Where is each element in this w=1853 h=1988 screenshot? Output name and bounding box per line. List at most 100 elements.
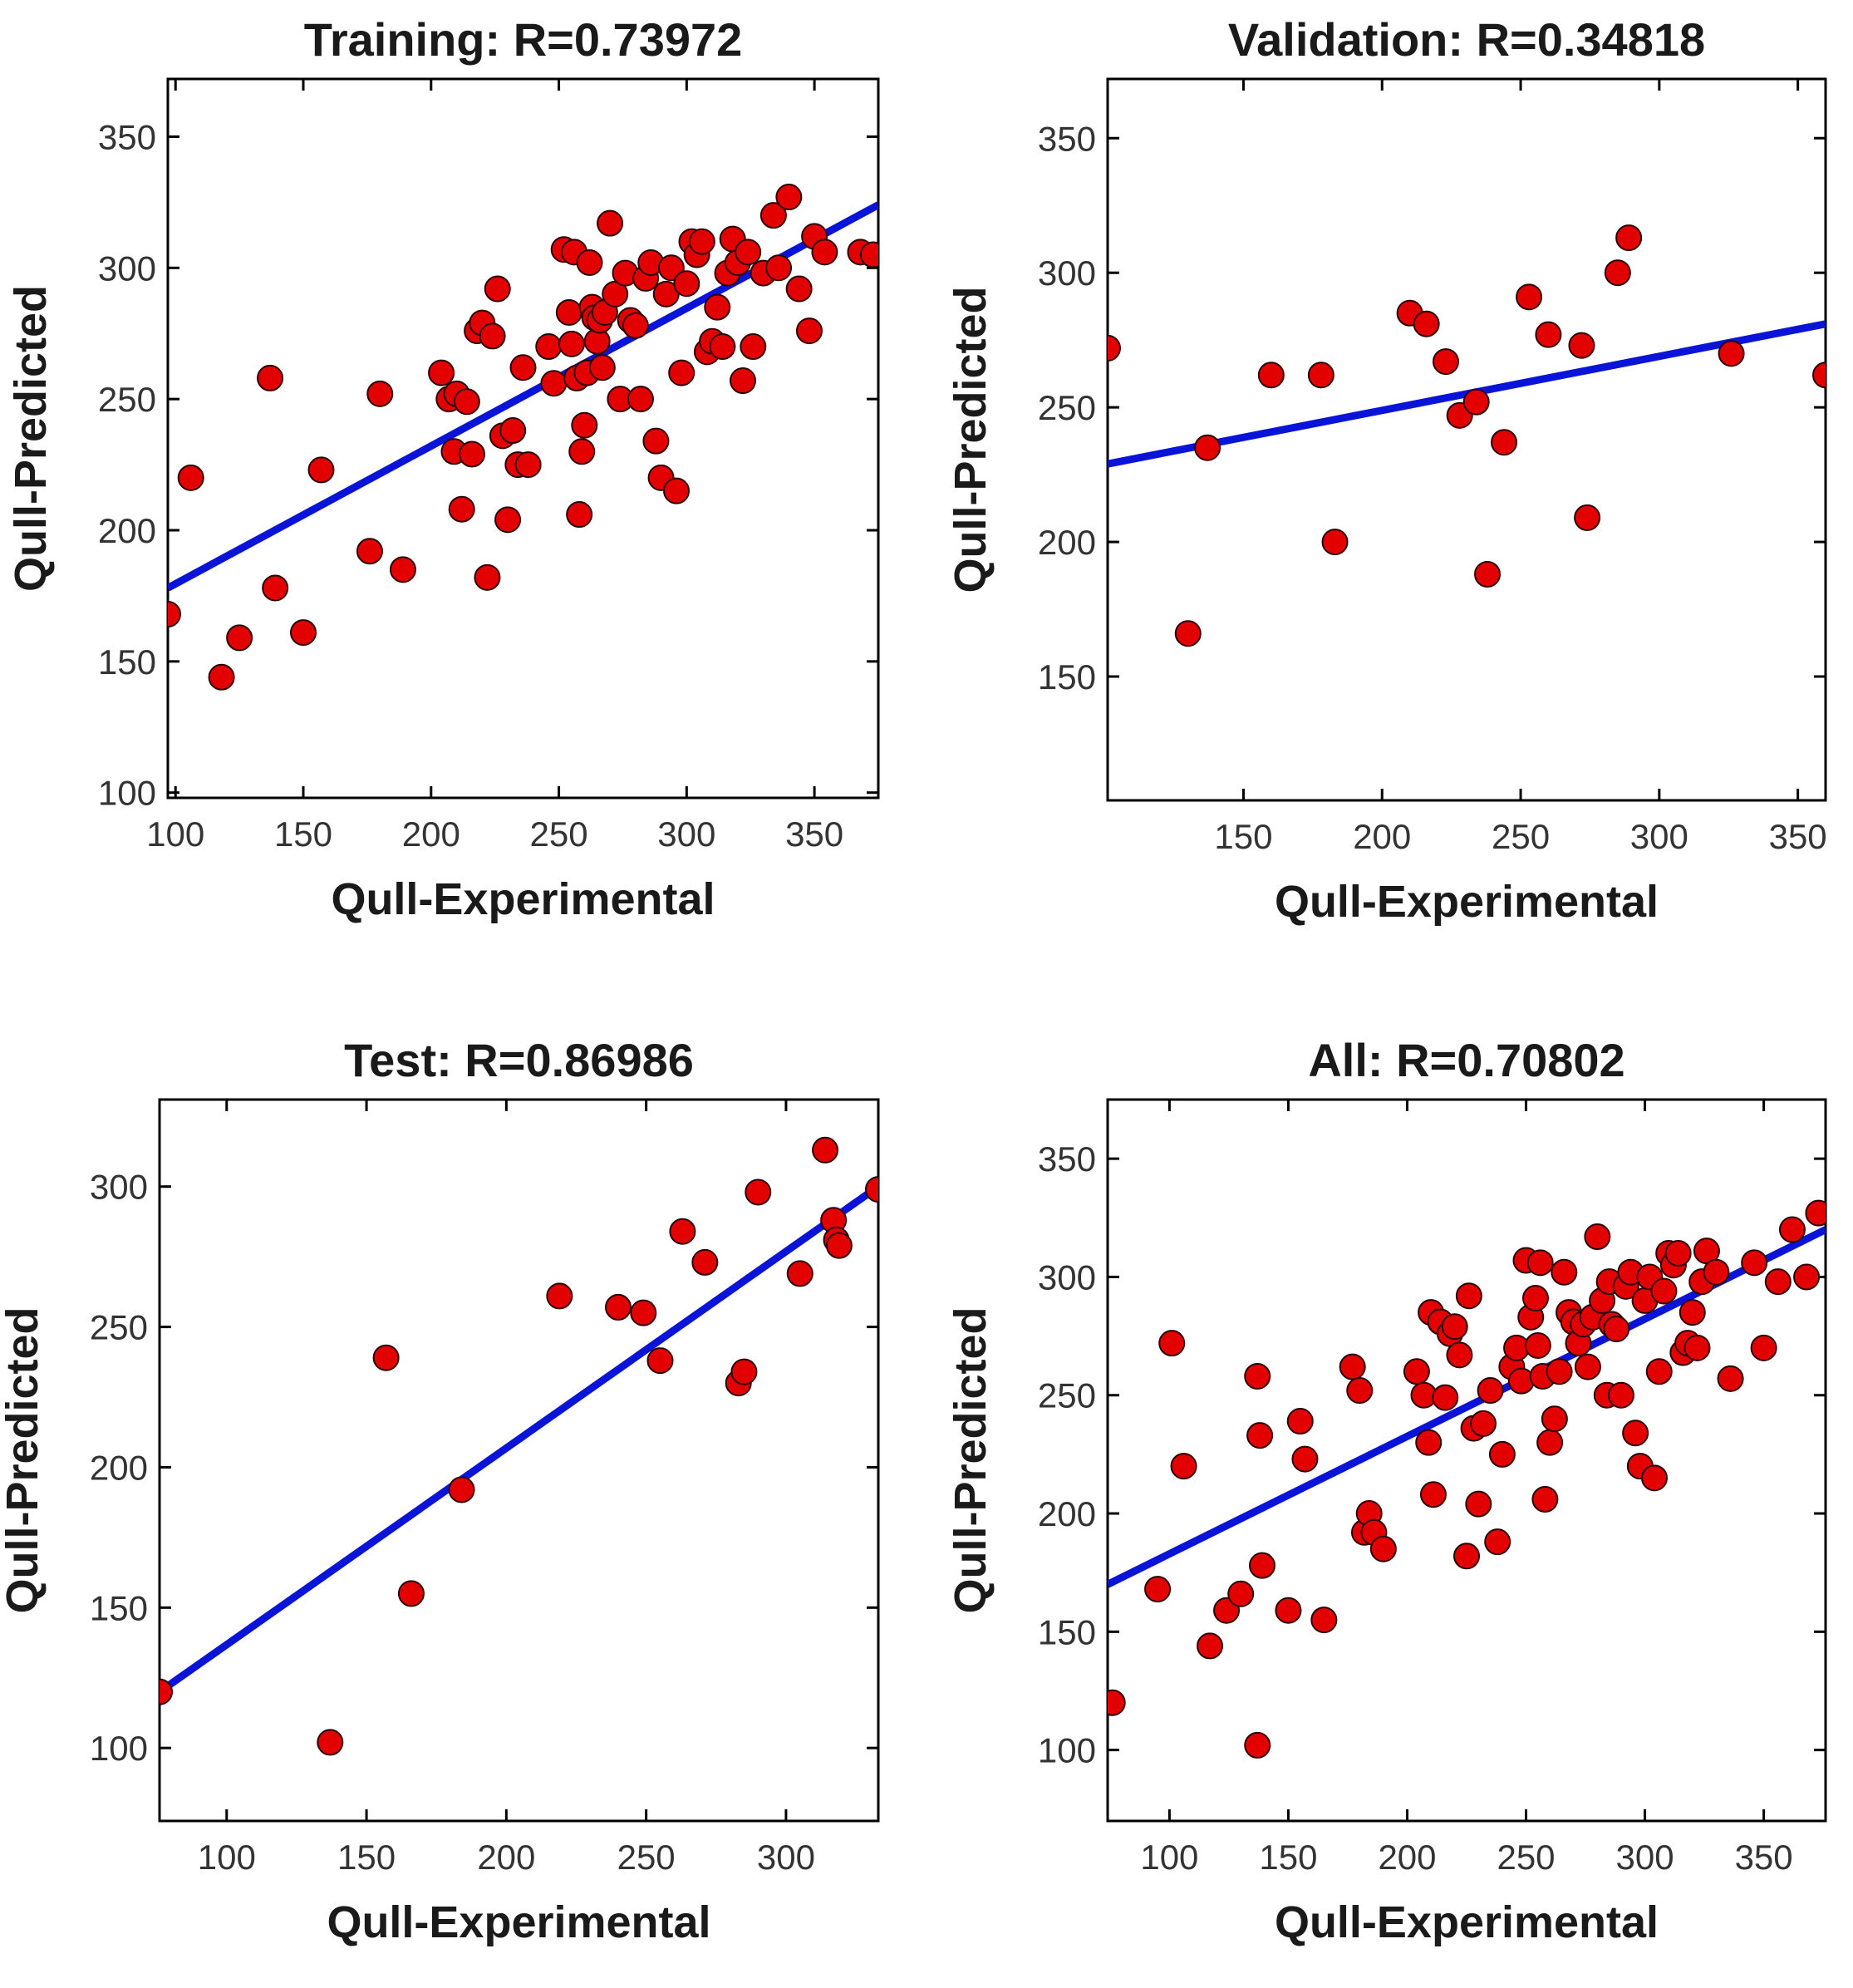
- y-tick-label: 200: [90, 1448, 148, 1487]
- data-point: [646, 1347, 674, 1375]
- data-point: [1750, 1334, 1777, 1361]
- data-point: [740, 333, 767, 361]
- data-area: [168, 184, 878, 691]
- data-point: [1462, 388, 1490, 416]
- data-point: [397, 1580, 425, 1607]
- x-tick-label: 350: [1735, 1838, 1793, 1877]
- data-point: [208, 663, 235, 691]
- y-tick-label: 100: [90, 1729, 148, 1768]
- chart-title: All: R=0.70802: [1308, 1034, 1624, 1086]
- data-point: [1158, 1330, 1186, 1357]
- data-point: [1170, 1453, 1197, 1480]
- plot-frame: [158, 1098, 880, 1823]
- data-point: [1286, 1408, 1314, 1435]
- data-point: [1310, 1607, 1338, 1634]
- data-point: [765, 254, 793, 282]
- data-point: [1551, 1258, 1578, 1286]
- y-tick-label: 200: [1038, 1494, 1096, 1533]
- y-tick-label: 200: [1038, 523, 1096, 562]
- data-point: [535, 333, 563, 361]
- data-point: [1415, 1429, 1443, 1456]
- data-point: [1474, 560, 1502, 588]
- data-point: [630, 1299, 657, 1326]
- data-point: [1307, 362, 1334, 389]
- data-point: [1574, 1353, 1601, 1380]
- x-tick-label: 150: [274, 814, 332, 854]
- y-tick-label: 200: [98, 511, 156, 550]
- data-point: [366, 380, 394, 407]
- data-point: [1521, 1285, 1549, 1312]
- data-point: [622, 312, 649, 339]
- data-point: [663, 477, 691, 504]
- data-point: [1194, 434, 1221, 461]
- data-point: [1144, 1576, 1172, 1603]
- y-tick-label: 250: [98, 380, 156, 419]
- data-point: [1531, 1485, 1559, 1513]
- data-point: [1484, 1528, 1511, 1556]
- x-axis-label: Qull-Experimental: [1275, 1897, 1659, 1947]
- data-point: [691, 1248, 719, 1276]
- y-tick-label: 150: [1038, 1612, 1096, 1651]
- x-tick-label: 100: [198, 1838, 256, 1877]
- data-point: [1248, 1552, 1275, 1579]
- data-point: [1488, 1440, 1516, 1468]
- data-point: [1432, 1384, 1459, 1411]
- data-point: [1741, 1249, 1768, 1277]
- data-point: [1108, 334, 1121, 362]
- y-tick-label: 250: [1038, 1376, 1096, 1415]
- data-point: [484, 275, 511, 303]
- fit-line: [160, 1183, 878, 1695]
- x-tick-label: 200: [1353, 817, 1411, 856]
- x-axis-label: Qull-Experimental: [1275, 877, 1659, 927]
- data-point: [1446, 1341, 1473, 1369]
- data-point: [1455, 1282, 1482, 1310]
- data-point: [1607, 1381, 1634, 1409]
- data-point: [1491, 429, 1518, 456]
- data-point: [1246, 1422, 1274, 1449]
- y-axis-label: Qull-Predicted: [0, 1306, 47, 1613]
- data-point: [1275, 1597, 1302, 1624]
- data-point: [730, 1358, 758, 1385]
- data-point: [428, 359, 455, 386]
- data-point: [1291, 1445, 1319, 1473]
- y-axis-label: Qull-Predicted: [946, 286, 995, 593]
- data-point: [566, 501, 593, 529]
- y-tick-label: 300: [98, 248, 156, 288]
- data-point: [1645, 1358, 1673, 1385]
- data-point: [859, 241, 878, 268]
- y-tick-label: 250: [90, 1308, 148, 1347]
- data-point: [785, 275, 813, 303]
- plot-frame: [1106, 1098, 1827, 1823]
- data-point: [499, 417, 527, 445]
- data-point: [1703, 1258, 1730, 1286]
- data-area: [160, 1136, 878, 1756]
- data-point: [1465, 1490, 1492, 1518]
- data-point: [604, 1293, 632, 1321]
- x-tick-label: 200: [402, 814, 460, 854]
- data-point: [262, 574, 289, 602]
- x-tick-label: 150: [337, 1838, 396, 1877]
- data-point: [307, 456, 335, 484]
- data-point: [1641, 1464, 1669, 1492]
- x-tick-label: 300: [757, 1838, 815, 1877]
- y-tick-label: 350: [98, 117, 156, 156]
- chart-title: Test: R=0.86986: [344, 1034, 694, 1086]
- y-tick-label: 300: [1038, 253, 1096, 293]
- x-tick-label: 300: [1630, 817, 1688, 856]
- data-point: [1453, 1543, 1480, 1570]
- data-point: [668, 359, 695, 386]
- y-tick-label: 100: [98, 774, 156, 813]
- y-tick-label: 300: [1038, 1257, 1096, 1297]
- data-point: [588, 354, 616, 381]
- data-point: [448, 495, 475, 523]
- data-point: [627, 386, 654, 413]
- data-point: [1346, 1377, 1374, 1405]
- data-point: [1650, 1277, 1678, 1305]
- data-point: [709, 333, 736, 361]
- y-tick-label: 250: [1038, 388, 1096, 427]
- data-point: [479, 322, 506, 350]
- data-point: [786, 1260, 813, 1287]
- data-point: [571, 411, 598, 439]
- data-point: [1764, 1268, 1792, 1296]
